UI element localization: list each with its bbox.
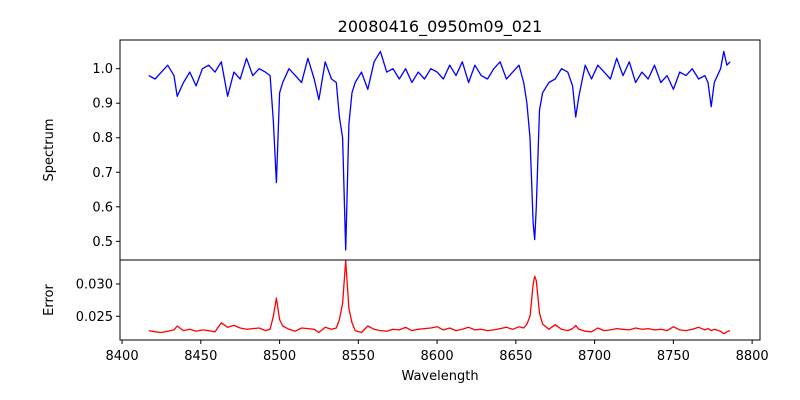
x-tick-label: 8750 bbox=[657, 349, 690, 364]
x-tick-label: 8550 bbox=[342, 349, 375, 364]
x-tick-label: 8400 bbox=[106, 349, 139, 364]
y-tick-label: 0.5 bbox=[92, 235, 113, 250]
x-tick-label: 8650 bbox=[499, 349, 532, 364]
y-tick-label: 0.6 bbox=[92, 200, 113, 215]
x-tick-label: 8500 bbox=[263, 349, 296, 364]
x-tick-label: 8800 bbox=[736, 349, 769, 364]
chart-title: 20080416_0950m09_021 bbox=[338, 17, 543, 37]
error-panel: 0.025 0.030 bbox=[76, 259, 761, 341]
x-tick-label: 8700 bbox=[578, 349, 611, 364]
y-tick-label: 0.025 bbox=[76, 310, 113, 325]
y-tick-label: 0.030 bbox=[76, 277, 113, 292]
error-y-axis-label: Error bbox=[42, 284, 57, 316]
y-tick-label: 0.7 bbox=[92, 166, 113, 181]
spectrum-frame bbox=[119, 39, 761, 261]
spectrum-y-axis-label: Spectrum bbox=[42, 119, 57, 182]
x-tick-label: 8450 bbox=[184, 349, 217, 364]
error-frame bbox=[119, 259, 761, 341]
x-tick-label: 8600 bbox=[421, 349, 454, 364]
x-axis: 8400 8450 8500 8550 8600 8650 8700 8750 8800 bbox=[106, 340, 769, 364]
error-line bbox=[148, 259, 731, 335]
y-tick-label: 0.9 bbox=[92, 97, 113, 112]
y-tick-label: 1.0 bbox=[92, 62, 113, 77]
spectrum-line bbox=[148, 50, 731, 251]
spectrum-panel: 0.5 0.6 0.7 0.8 0.9 1.0 bbox=[92, 39, 761, 261]
x-axis-label: Wavelength bbox=[401, 369, 478, 384]
y-tick-label: 0.8 bbox=[92, 131, 113, 146]
